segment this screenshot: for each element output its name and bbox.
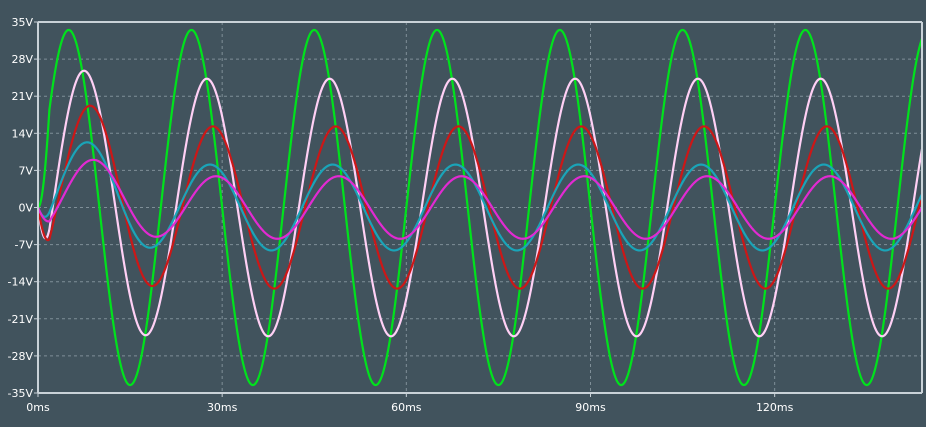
x-axis-ticks: 0ms 30ms 60ms 90ms 120ms bbox=[26, 393, 794, 414]
x-tick-label: 30ms bbox=[207, 401, 238, 414]
grid-lines bbox=[38, 22, 922, 393]
y-tick-label: -21V bbox=[8, 313, 34, 326]
x-tick-label: 90ms bbox=[575, 401, 606, 414]
y-tick-label: 14V bbox=[11, 127, 33, 140]
y-tick-label: 7V bbox=[18, 164, 33, 177]
y-tick-label: -35V bbox=[8, 387, 34, 400]
series-trace-4 bbox=[36, 141, 923, 252]
y-tick-label: -14V bbox=[8, 276, 34, 289]
y-tick-label: -7V bbox=[15, 239, 34, 252]
y-axis-ticks: 35V 28V 21V 14V 7V 0V -7V -14V -21V -28V -35V bbox=[8, 16, 38, 400]
series-traces bbox=[36, 28, 924, 387]
y-tick-label: 21V bbox=[11, 90, 33, 103]
series-trace-5 bbox=[36, 158, 923, 240]
x-tick-label: 0ms bbox=[26, 401, 50, 414]
y-tick-label: 35V bbox=[11, 16, 33, 29]
x-tick-label: 120ms bbox=[756, 401, 794, 414]
y-tick-label: 0V bbox=[18, 202, 33, 215]
x-tick-label: 60ms bbox=[391, 401, 422, 414]
series-trace-1 bbox=[37, 28, 924, 387]
series-trace-2 bbox=[36, 69, 924, 338]
y-tick-label: 28V bbox=[11, 53, 33, 66]
y-tick-label: -28V bbox=[8, 350, 34, 363]
